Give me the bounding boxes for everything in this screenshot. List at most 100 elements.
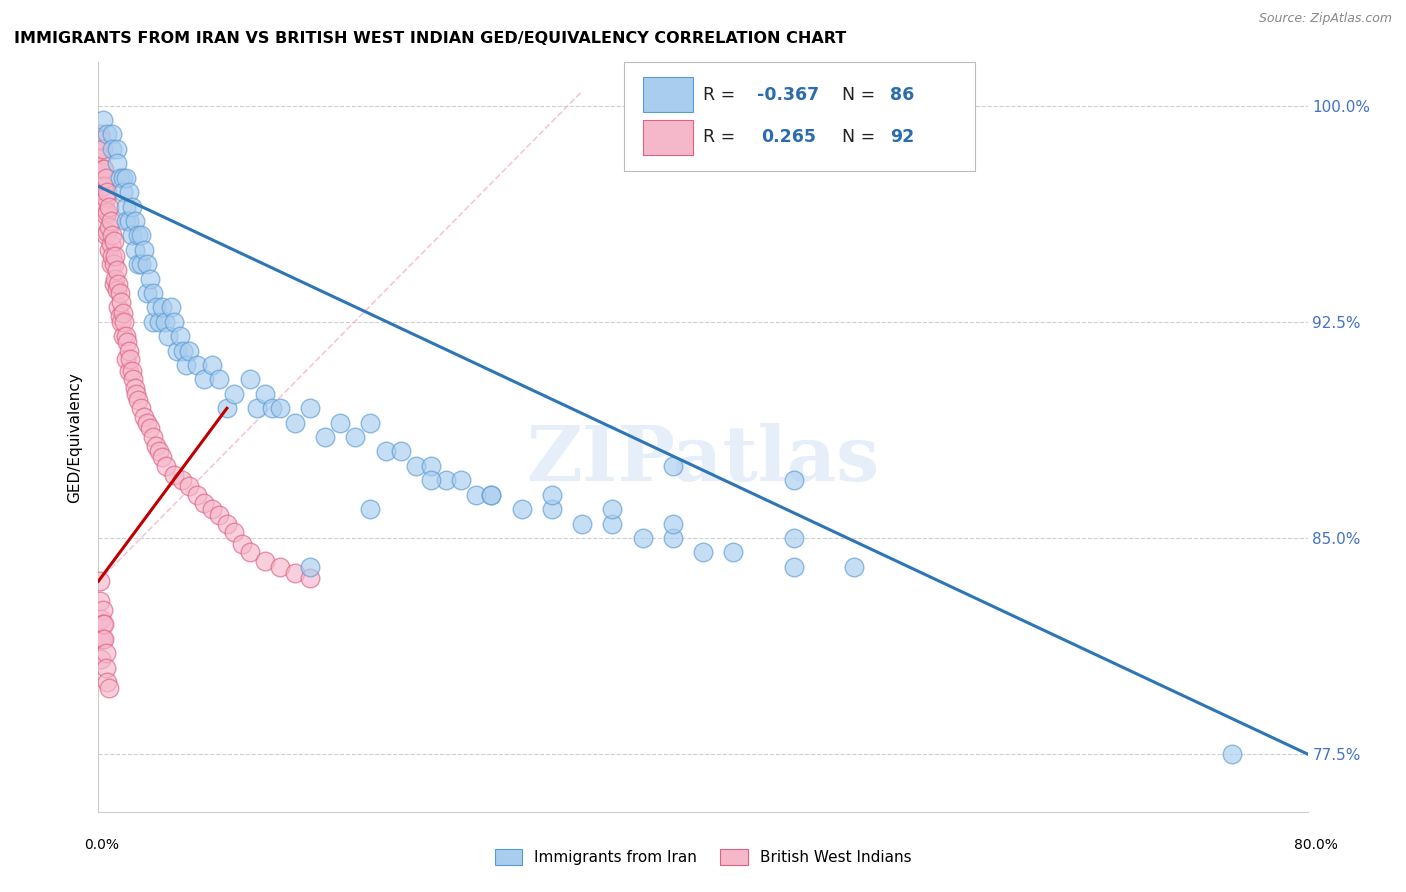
Point bbox=[103, 257, 125, 271]
Point bbox=[118, 214, 141, 228]
Point bbox=[111, 329, 134, 343]
Text: 80.0%: 80.0% bbox=[1294, 838, 1339, 852]
Point bbox=[135, 257, 157, 271]
Point bbox=[166, 343, 188, 358]
Point bbox=[91, 617, 114, 632]
Point bbox=[94, 170, 117, 185]
Point bbox=[110, 294, 132, 309]
Point bbox=[96, 675, 118, 690]
Point bbox=[179, 343, 201, 358]
Point bbox=[127, 257, 149, 271]
Point bbox=[174, 358, 197, 372]
Point bbox=[107, 301, 129, 315]
Point bbox=[299, 571, 322, 585]
Point bbox=[89, 128, 111, 142]
Point bbox=[107, 277, 129, 292]
Text: N =: N = bbox=[842, 86, 880, 103]
Point bbox=[215, 401, 238, 416]
Point bbox=[540, 488, 562, 502]
Point bbox=[121, 228, 143, 243]
Point bbox=[105, 263, 128, 277]
Point bbox=[93, 632, 115, 646]
Point bbox=[89, 142, 111, 156]
Point bbox=[135, 285, 157, 300]
Point bbox=[201, 358, 224, 372]
Point bbox=[127, 392, 149, 407]
Point bbox=[114, 170, 136, 185]
Point bbox=[98, 243, 121, 257]
Point bbox=[142, 315, 165, 329]
Point bbox=[434, 473, 457, 487]
Point bbox=[510, 502, 533, 516]
Point bbox=[208, 508, 231, 522]
Point bbox=[101, 128, 124, 142]
Point bbox=[239, 372, 262, 386]
Point bbox=[118, 185, 141, 199]
Point bbox=[145, 439, 167, 453]
Point bbox=[163, 315, 186, 329]
Point bbox=[91, 200, 114, 214]
Point bbox=[121, 200, 143, 214]
Point bbox=[314, 430, 336, 444]
Point bbox=[148, 315, 170, 329]
Point bbox=[108, 285, 131, 300]
Point bbox=[1220, 747, 1243, 761]
Point bbox=[571, 516, 593, 531]
FancyBboxPatch shape bbox=[643, 120, 693, 154]
Point bbox=[193, 372, 215, 386]
Point bbox=[145, 301, 167, 315]
Point bbox=[98, 681, 121, 695]
Point bbox=[661, 458, 683, 473]
Point bbox=[98, 200, 121, 214]
Point bbox=[150, 301, 173, 315]
Point bbox=[160, 301, 183, 315]
Point bbox=[269, 559, 291, 574]
Point bbox=[90, 612, 112, 626]
Point bbox=[101, 248, 124, 262]
Point bbox=[96, 205, 118, 219]
Point bbox=[111, 170, 134, 185]
Point bbox=[269, 401, 291, 416]
Point bbox=[118, 343, 141, 358]
Point bbox=[170, 473, 193, 487]
Point bbox=[94, 228, 117, 243]
Point bbox=[262, 401, 284, 416]
Point bbox=[118, 364, 141, 378]
Point bbox=[284, 416, 307, 430]
Point bbox=[129, 257, 152, 271]
Point bbox=[108, 170, 131, 185]
Point bbox=[360, 416, 382, 430]
Text: 0.265: 0.265 bbox=[761, 128, 815, 146]
Point bbox=[89, 594, 111, 608]
Point bbox=[208, 372, 231, 386]
Point bbox=[93, 200, 115, 214]
Point bbox=[98, 219, 121, 234]
Point bbox=[114, 214, 136, 228]
FancyBboxPatch shape bbox=[624, 62, 976, 171]
Text: -0.367: -0.367 bbox=[758, 86, 820, 103]
Text: 92: 92 bbox=[890, 128, 915, 146]
Point bbox=[112, 315, 135, 329]
Point bbox=[360, 502, 382, 516]
Legend: Immigrants from Iran, British West Indians: Immigrants from Iran, British West India… bbox=[488, 843, 918, 871]
Point bbox=[215, 516, 238, 531]
Point bbox=[91, 179, 114, 194]
Point bbox=[105, 142, 128, 156]
Point bbox=[783, 559, 806, 574]
Point bbox=[329, 416, 352, 430]
Y-axis label: GED/Equivalency: GED/Equivalency bbox=[67, 372, 83, 502]
Point bbox=[239, 545, 262, 559]
Point bbox=[389, 444, 412, 458]
Point bbox=[374, 444, 396, 458]
Point bbox=[723, 545, 745, 559]
Point bbox=[94, 208, 117, 222]
Point bbox=[110, 315, 132, 329]
Point bbox=[90, 151, 112, 165]
Point bbox=[420, 473, 443, 487]
Point bbox=[114, 200, 136, 214]
Point bbox=[299, 401, 322, 416]
Point bbox=[94, 191, 117, 205]
Point bbox=[631, 531, 654, 545]
Point bbox=[150, 450, 173, 465]
Point bbox=[163, 467, 186, 482]
